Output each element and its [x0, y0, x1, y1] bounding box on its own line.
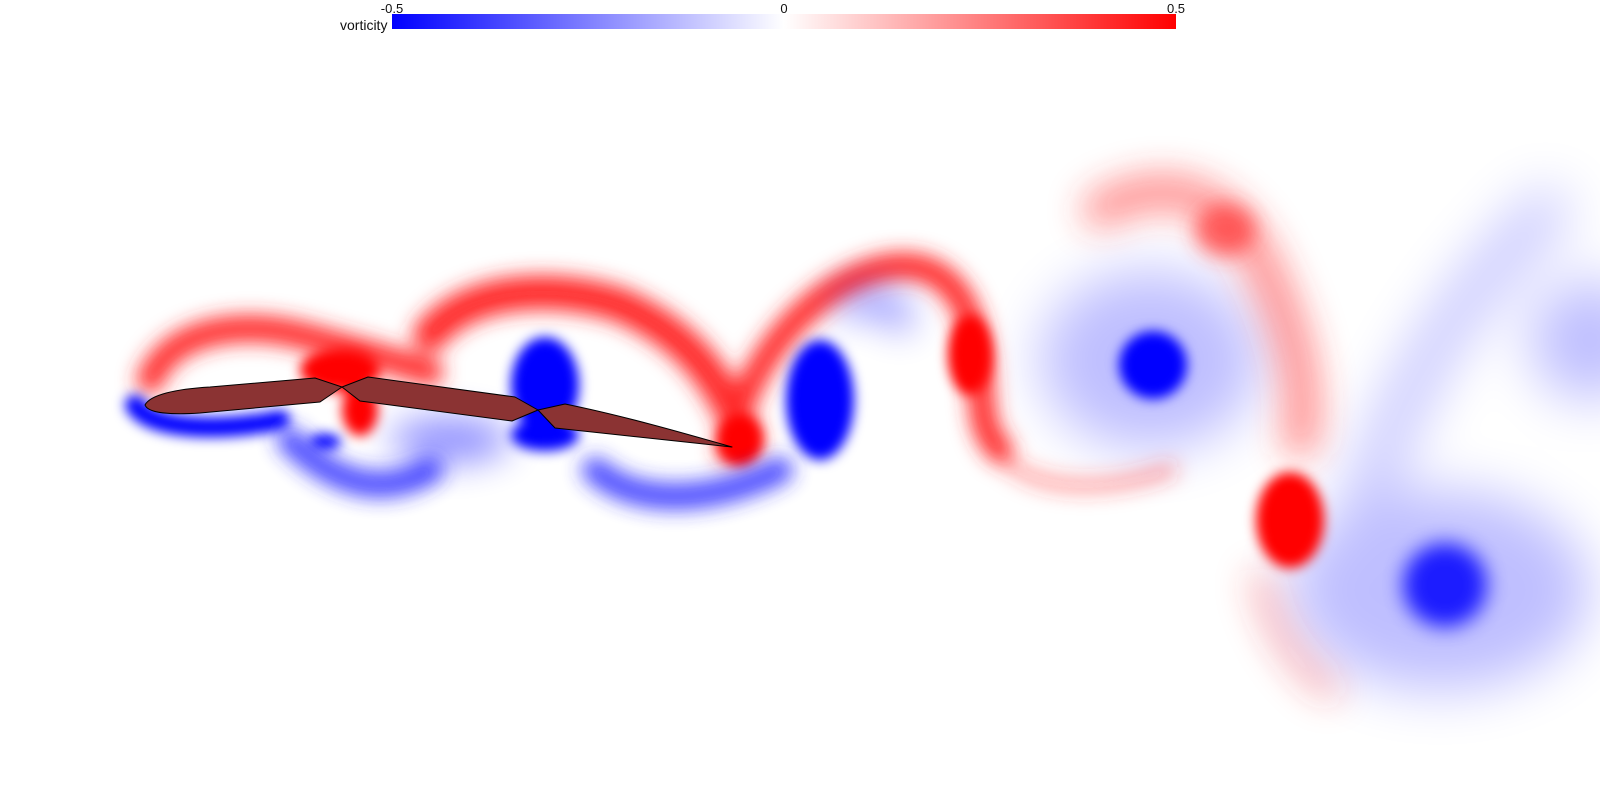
colorbar-mid-label: 0: [780, 1, 788, 16]
colorbar-min-label: -0.5: [380, 1, 404, 16]
colorbar: vorticity -0.5 0 0.5: [0, 0, 1600, 40]
faint-vorticity-halo: [1040, 185, 1600, 690]
colorbar-gradient: [392, 14, 1176, 29]
articulated-foil: [144, 376, 733, 448]
positive-vorticity-regions: [137, 174, 1341, 701]
foil-segment-front: [144, 377, 343, 415]
colorbar-title: vorticity: [340, 17, 388, 33]
foil-segment-rear: [537, 403, 733, 448]
colorbar-max-label: 0.5: [1166, 1, 1186, 16]
